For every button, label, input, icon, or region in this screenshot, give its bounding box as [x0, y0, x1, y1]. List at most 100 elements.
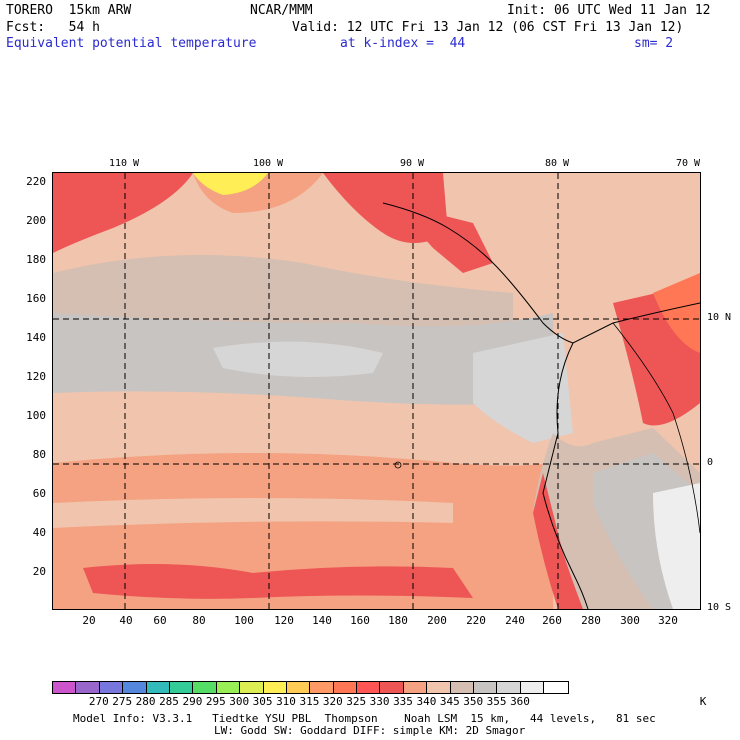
colorbar-cell	[333, 682, 358, 693]
x-tick: 180	[388, 614, 408, 627]
graticule	[53, 173, 700, 609]
lon-label-100w: 100 W	[252, 158, 284, 169]
warm-band-south	[83, 564, 473, 599]
lat-label-equator: 0	[707, 457, 714, 468]
map-field-svg	[53, 173, 700, 609]
level-info: at k-index = 44	[340, 36, 466, 51]
colorbar-label: 325	[346, 695, 367, 708]
x-tick: 260	[542, 614, 562, 627]
x-tick: 60	[153, 614, 167, 627]
x-tick: 240	[505, 614, 525, 627]
colorbar-label: 335	[393, 695, 413, 708]
colorbar-label: 340	[416, 695, 437, 708]
colorbar-cell	[216, 682, 241, 693]
colorbar-label: 310	[276, 695, 296, 708]
lat-label-10n: 10 N	[707, 312, 732, 323]
colorbar-cell	[169, 682, 194, 693]
x-tick: 160	[350, 614, 370, 627]
x-tick: 100	[234, 614, 254, 627]
coolest-patch	[213, 341, 383, 377]
galapagos-island	[394, 461, 402, 469]
colorbar-cell	[427, 682, 451, 693]
lat-label-10s: 10 S	[707, 602, 732, 613]
lon-label-80w: 80 W	[544, 158, 570, 169]
x-tick: 120	[274, 614, 294, 627]
organization: NCAR/MMM	[250, 3, 313, 18]
colorbar-label: 330	[369, 695, 390, 708]
colorbar-cell	[123, 682, 147, 693]
y-tick: 20	[32, 565, 46, 578]
colorbar-cell	[380, 682, 404, 693]
x-tick: 300	[620, 614, 640, 627]
lon-label-110w: 110 W	[108, 158, 140, 169]
x-tick: 280	[581, 614, 601, 627]
colorbar-label: 295	[205, 695, 226, 708]
x-tick: 320	[658, 614, 678, 627]
colorbar-cell	[146, 682, 170, 693]
colorbar-cell	[520, 682, 545, 693]
colorbar-cell	[474, 682, 498, 693]
model-info-line2: LW: Godd SW: Goddard DIFF: simple KM: 2D…	[214, 724, 526, 737]
x-tick: 140	[312, 614, 332, 627]
colorbar-label: 280	[135, 695, 156, 708]
x-tick: 40	[119, 614, 133, 627]
warm-region-central-america	[393, 203, 493, 273]
y-tick: 140	[26, 331, 46, 344]
colorbar-cell	[76, 682, 100, 693]
colorbar-label: 290	[182, 695, 203, 708]
y-tick: 120	[26, 370, 46, 383]
colorbar-label: 315	[299, 695, 320, 708]
colorbar-cell	[53, 682, 77, 693]
colorbar-label: 285	[159, 695, 179, 708]
colorbar-label: 305	[252, 695, 273, 708]
hot-spot-north	[193, 173, 268, 195]
valid-time: Valid: 12 UTC Fri 13 Jan 12 (06 CST Fri …	[292, 20, 684, 35]
andes-coldest-field	[653, 483, 700, 609]
x-tick: 220	[466, 614, 486, 627]
country-border	[612, 322, 700, 534]
y-tick: 220	[26, 175, 46, 188]
colorbar-cell	[403, 682, 428, 693]
colorbar-label: 355	[486, 695, 507, 708]
colorbar-unit: K	[699, 695, 707, 708]
colorbar-cell	[263, 682, 287, 693]
colorbar-label: 345	[439, 695, 460, 708]
smoothing-info: sm= 2	[634, 36, 674, 51]
x-tick: 20	[82, 614, 96, 627]
warm-region-northwest	[53, 173, 193, 253]
field-name: Equivalent potential temperature	[6, 36, 257, 51]
colorbar-label: 300	[229, 695, 250, 708]
lon-label-70w: 70 W	[675, 158, 701, 169]
colorbar-label: 360	[510, 695, 530, 708]
colorbar-cell	[99, 682, 124, 693]
y-tick: 40	[32, 526, 46, 539]
y-tick: 160	[26, 292, 46, 305]
mild-band-lower	[53, 498, 453, 528]
colorbar-cell	[544, 682, 568, 693]
x-tick: 80	[192, 614, 206, 627]
warm-core-colombia	[653, 273, 700, 353]
colorbar-label: 270	[88, 695, 109, 708]
forecast-hour: Fcst: 54 h	[6, 20, 100, 35]
colorbar	[52, 681, 569, 694]
model-name: TORERO 15km ARW	[6, 3, 132, 18]
y-tick: 200	[26, 214, 46, 227]
central-america-coastline	[382, 202, 700, 344]
lon-label-90w: 90 W	[399, 158, 425, 169]
colorbar-cell	[497, 682, 521, 693]
colorbar-cell	[450, 682, 475, 693]
colorbar-label: 320	[322, 695, 343, 708]
init-time: Init: 06 UTC Wed 11 Jan 12	[507, 3, 711, 18]
colorbar-cell	[357, 682, 381, 693]
y-tick: 80	[32, 448, 46, 461]
y-tick: 180	[26, 253, 46, 266]
cool-patch-east	[473, 333, 573, 443]
y-tick: 100	[26, 409, 46, 422]
colorbar-cell	[240, 682, 264, 693]
colorbar-label: 350	[463, 695, 484, 708]
colorbar-cell	[286, 682, 311, 693]
colorbar-cell	[310, 682, 334, 693]
equivalent-potential-temperature-map	[52, 172, 701, 610]
warm-coast-ecuador	[533, 473, 583, 609]
colorbar-label: 275	[112, 695, 133, 708]
